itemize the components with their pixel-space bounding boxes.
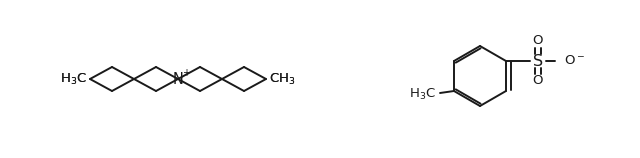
Text: $\mathregular{H_3C}$: $\mathregular{H_3C}$: [60, 71, 87, 87]
Text: N: N: [173, 72, 184, 86]
Text: $\mathregular{CH_3}$: $\mathregular{CH_3}$: [269, 71, 296, 87]
Text: O: O: [532, 34, 543, 48]
Text: O: O: [532, 75, 543, 88]
Text: $\mathregular{H_3C}$: $\mathregular{H_3C}$: [60, 71, 87, 87]
Text: $\mathregular{CH_3}$: $\mathregular{CH_3}$: [269, 71, 296, 87]
Text: $\mathregular{H_3C}$: $\mathregular{H_3C}$: [409, 86, 436, 102]
Text: +: +: [182, 68, 190, 78]
Text: S: S: [533, 54, 543, 69]
Text: O$^-$: O$^-$: [564, 55, 585, 67]
